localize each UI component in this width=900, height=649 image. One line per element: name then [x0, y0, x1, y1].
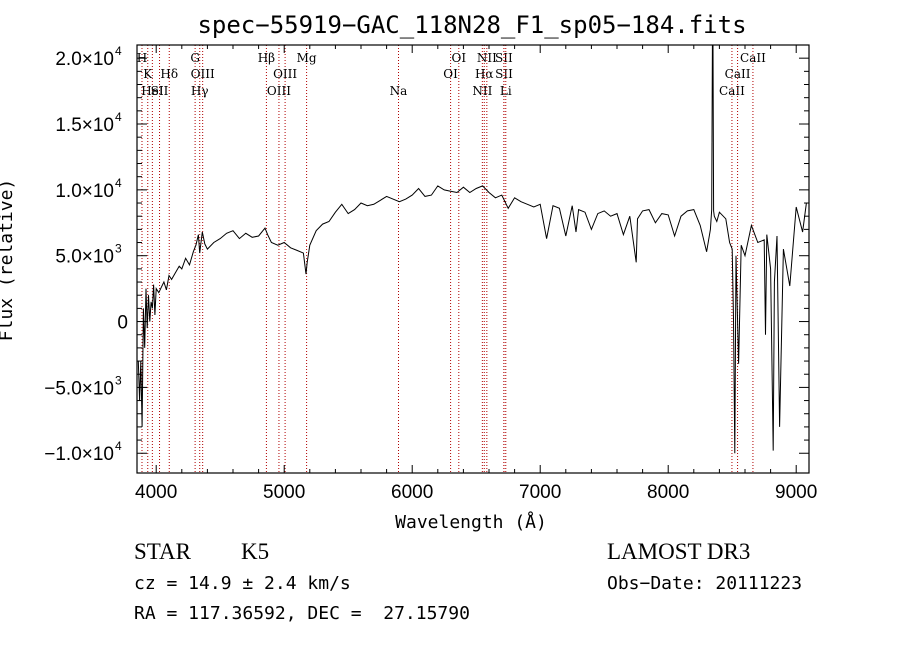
line-label-sii: SII [151, 84, 169, 98]
line-label-hα: Hα [475, 67, 494, 81]
line-label-oi: OI [452, 51, 467, 65]
object-class: STAR [134, 539, 191, 564]
line-label-caii: CaII [740, 51, 766, 65]
y-tick-label: 5.0×10 [55, 247, 114, 268]
line-label-g: G [190, 51, 200, 65]
survey-name: LAMOST DR3 [607, 539, 751, 564]
x-tick-label: 8000 [647, 482, 689, 503]
line-label-oiii: OIII [273, 67, 297, 81]
plot-frame [136, 44, 810, 474]
line-label-sii: SII [495, 67, 513, 81]
y-axis-title: Flux (relative) [0, 179, 17, 342]
x-tick-label: 7000 [519, 482, 561, 503]
y-tick-label: 1.0×10 [55, 181, 114, 202]
line-label-hδ: Hδ [160, 67, 178, 81]
spectrum-line [137, 44, 807, 454]
y-tick-exponent: 4 [115, 176, 122, 190]
line-label-na: Na [390, 84, 408, 98]
y-tick-exponent: 4 [115, 110, 122, 124]
line-label-hβ: Hβ [258, 51, 275, 65]
line-label-hγ: Hγ [191, 84, 209, 98]
spectral-line-markers: HKHeISIIHδGHγOIIIHβOIIIOIIIMgNaOIOINIIHα… [137, 45, 766, 473]
y-tick-exponent: 3 [115, 373, 122, 387]
y-tick-label: 2.0×10 [55, 49, 114, 70]
x-tick-label: 4000 [135, 482, 177, 503]
y-tick-exponent: 4 [115, 44, 122, 58]
x-axis-title: Wavelength (Å) [395, 511, 547, 533]
line-label-caii: CaII [719, 84, 745, 98]
line-label-oiii: OIII [267, 84, 291, 98]
line-label-nii: NII [472, 84, 492, 98]
line-label-oiii: OIII [191, 67, 215, 81]
line-label-nii: NII [477, 51, 497, 65]
x-tick-label: 9000 [775, 482, 817, 503]
redshift-cz: cz = 14.9 ± 2.4 km/s [134, 573, 351, 594]
obs-date: Obs−Date: 20111223 [607, 573, 803, 594]
coordinates: RA = 117.36592, DEC = 27.15790 [134, 603, 470, 624]
y-tick-label: 1.5×10 [55, 115, 114, 136]
y-tick-exponent: 3 [115, 242, 122, 256]
x-tick-label: 6000 [391, 482, 433, 503]
line-label-oi: OI [443, 67, 458, 81]
line-label-k: K [143, 67, 153, 81]
y-tick-label: −5.0×10 [44, 378, 114, 399]
x-tick-label: 5000 [263, 482, 305, 503]
line-label-caii: CaII [725, 67, 751, 81]
line-label-hei: HeI [141, 84, 164, 98]
y-tick-label: 0 [117, 313, 128, 334]
y-tick-exponent: 4 [115, 439, 122, 453]
line-label-mg: Mg [297, 51, 317, 65]
y-tick-label: −1.0×10 [44, 444, 114, 465]
chart-title: spec−55919−GAC_118N28_F1_sp05−184.fits [197, 11, 746, 39]
object-subclass: K5 [241, 539, 270, 564]
line-label-li: Li [500, 84, 512, 98]
